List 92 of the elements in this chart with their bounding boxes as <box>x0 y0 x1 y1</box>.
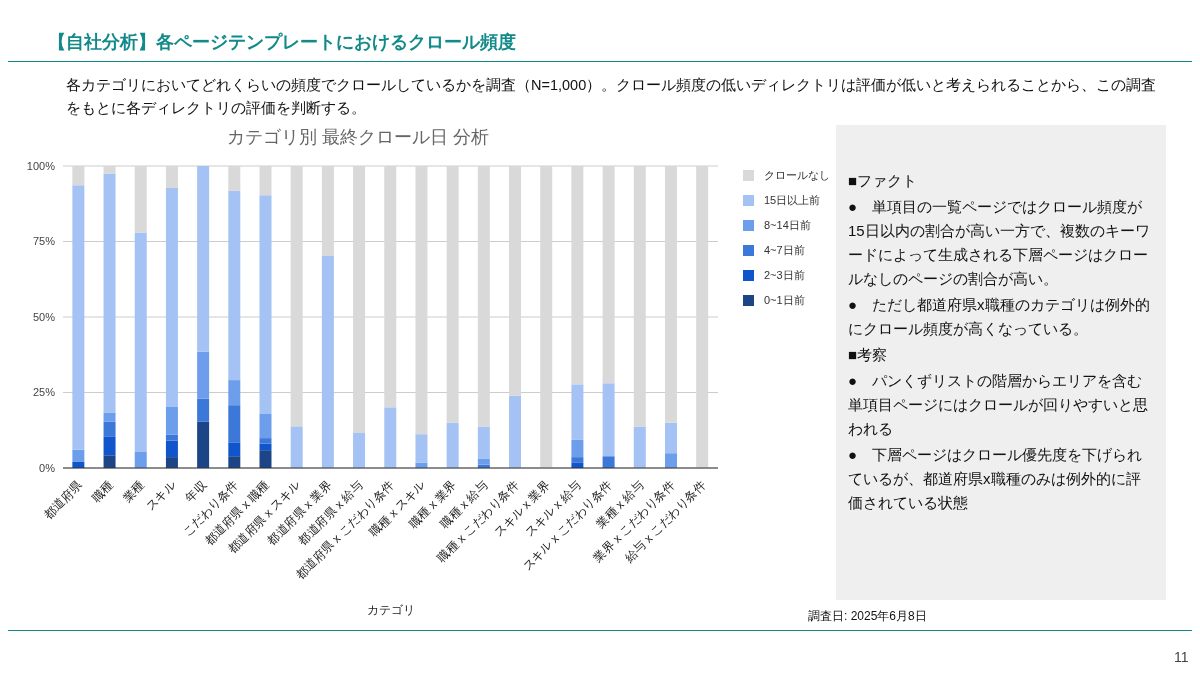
text: ● ただし都道府県x職種のカテゴリは例外的にクロール頻度が高くなっている。 <box>848 295 1151 339</box>
bar <box>72 449 85 462</box>
bar <box>477 426 490 459</box>
text: カテゴリ別 最終クロール日 分析 <box>226 126 490 149</box>
bar <box>134 166 147 233</box>
bar <box>290 166 303 427</box>
bar <box>415 434 428 463</box>
x-tick-label: 業種 <box>120 478 148 506</box>
y-tick-label: 50% <box>32 310 56 323</box>
y-tick-label: 25% <box>32 386 56 399</box>
bar <box>165 166 178 189</box>
bar <box>165 457 178 468</box>
bar <box>415 166 428 435</box>
bar <box>571 439 584 458</box>
bar <box>259 413 272 439</box>
bar <box>72 166 85 186</box>
bar <box>103 421 116 437</box>
bar <box>477 166 490 427</box>
bar <box>571 166 584 385</box>
bar <box>103 436 116 456</box>
legend-label: 8~14日前 <box>763 218 812 233</box>
bar <box>602 383 615 457</box>
bar <box>321 256 334 468</box>
y-tick-label: 75% <box>32 235 56 248</box>
bar <box>696 166 709 468</box>
bar <box>165 440 178 458</box>
text: ● 下層ページはクロール優先度を下げられているが、都道府県x職種のみは例外的に評価されている状態 <box>848 445 1144 513</box>
x-tick-label: 職種 <box>89 478 116 506</box>
x-tick-label: 都道府県 <box>40 478 85 523</box>
bar <box>165 434 178 441</box>
text: ■ファクト <box>848 171 919 191</box>
bar <box>103 166 116 174</box>
bar <box>353 432 366 468</box>
bar <box>259 195 272 414</box>
chart-subtitle: 各カテゴリにおいてどれくらいの頻度でクロールしているかを調査（N=1,000）。クロール頻度の低いディレクトリは評価が低いと考えられることから、この調査をもとに各ディレクトリの評価を判断する。 <box>66 76 1158 118</box>
text: ● 単項目の一覧ページではクロール頻度が15日以内の割合が高い一方で、複数のキーワードによって生成される下層ページはクロールなしのページの割合が高い。 <box>848 197 1151 289</box>
x-tick-label: 年収 <box>182 478 210 506</box>
bar <box>103 455 116 468</box>
legend-label: クロールなし <box>763 168 830 183</box>
y-tick-label: 0% <box>39 461 56 474</box>
bar <box>290 426 303 468</box>
bar <box>228 456 241 468</box>
bar <box>509 166 522 396</box>
y-tick-label: 100% <box>26 159 56 172</box>
text: ● パンくずリストの階層からエリアを含む単項目ページにはクロールが回りやすいと思われる <box>848 371 1149 439</box>
bar <box>228 442 241 457</box>
bar <box>602 166 615 384</box>
bar <box>228 405 241 443</box>
bar <box>103 173 116 413</box>
bar <box>571 457 584 463</box>
bar <box>103 412 116 422</box>
bar <box>477 458 490 465</box>
bar <box>228 380 241 406</box>
text: 11 <box>1174 649 1189 665</box>
bar <box>165 407 178 435</box>
bar <box>228 190 241 381</box>
legend-label: 0~1日前 <box>763 293 806 308</box>
text: ■考察 <box>848 345 889 365</box>
bar <box>664 166 677 423</box>
bar <box>384 407 397 468</box>
bar <box>134 232 147 452</box>
legend-label: 2~3日前 <box>763 268 806 283</box>
bar <box>509 395 522 468</box>
bar <box>384 166 397 408</box>
bar <box>633 426 646 468</box>
bar <box>446 166 459 423</box>
bar <box>197 351 210 399</box>
legend-label: 15日以上前 <box>763 193 822 208</box>
bar <box>165 188 178 407</box>
bar <box>321 166 334 256</box>
bar <box>197 421 210 468</box>
bar <box>446 422 459 468</box>
bar <box>633 166 646 427</box>
bar <box>259 443 272 451</box>
bar <box>602 456 615 468</box>
legend-label: 4~7日前 <box>763 243 806 258</box>
bar <box>197 166 210 352</box>
bar <box>259 450 272 468</box>
bar <box>228 166 241 191</box>
x-axis-title: カテゴリ <box>366 603 415 617</box>
bar <box>197 398 210 422</box>
bar <box>664 422 677 454</box>
bar <box>134 451 147 468</box>
bar <box>540 166 553 468</box>
bar <box>259 166 272 196</box>
bar <box>353 166 366 433</box>
bar <box>571 384 584 440</box>
text: 調査日: 2025年6月8日 <box>808 608 927 625</box>
bar <box>259 438 272 444</box>
bar <box>664 453 677 468</box>
bar <box>72 185 85 450</box>
chart-title: 【自社分析】各ページテンプレートにおけるクロール頻度 <box>48 31 516 54</box>
